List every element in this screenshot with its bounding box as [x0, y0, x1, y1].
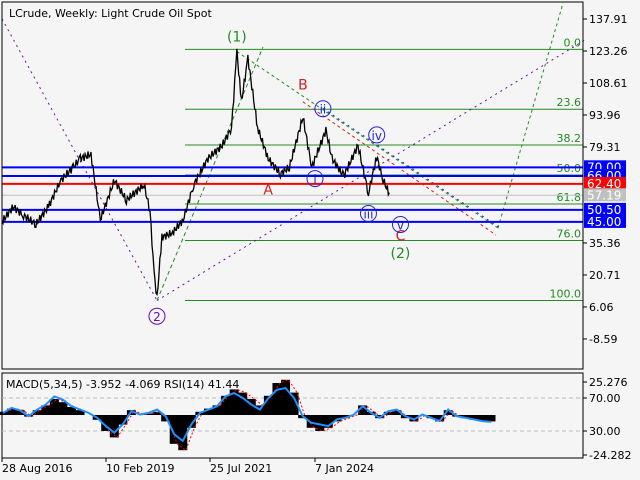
indicator-tick-label: 30.00 — [589, 425, 621, 438]
macd-histogram-bar — [358, 405, 368, 415]
y-tick-label: 137.91 — [589, 13, 628, 26]
macd-histogram-bar — [186, 415, 196, 428]
y-tick-label: 108.61 — [589, 77, 628, 90]
macd-histogram-bar — [32, 410, 42, 415]
macd-histogram-bar — [323, 415, 333, 428]
macd-histogram-bar — [238, 392, 248, 415]
macd-histogram-bar — [272, 383, 282, 415]
x-tick-label: 7 Jan 2024 — [315, 462, 374, 475]
price-level-label: 50.50 — [587, 203, 621, 217]
macd-histogram-bar — [383, 411, 393, 415]
macd-histogram-bar — [221, 395, 231, 415]
price-level-label: 57.19 — [587, 188, 621, 202]
y-tick-label: 93.96 — [589, 109, 621, 122]
macd-histogram-bar — [332, 415, 342, 422]
wave-circle — [359, 205, 377, 223]
macd-histogram-bar — [486, 415, 496, 422]
wave-label: i — [313, 173, 316, 187]
macd-histogram-bar — [409, 415, 419, 422]
wave-label: iii — [363, 208, 373, 222]
wave-label: ii — [320, 103, 327, 117]
x-tick-label: 28 Aug 2016 — [2, 462, 72, 475]
price-level-box — [584, 202, 626, 216]
wave-label: A — [263, 183, 273, 199]
wave-label: (1) — [227, 30, 247, 46]
macd-histogram-bar — [315, 415, 325, 431]
fib-label: 50.0 — [557, 162, 582, 175]
macd-histogram-bar — [15, 410, 25, 415]
y-tick-label: -8.59 — [589, 333, 617, 346]
wave-label: B — [298, 78, 308, 94]
macd-histogram-bar — [477, 415, 487, 422]
macd-histogram-bar — [75, 410, 85, 415]
wave-label: (2) — [391, 246, 411, 262]
wave-circle — [391, 215, 409, 233]
macd-histogram-bar — [49, 399, 59, 415]
macd-histogram-bar — [246, 399, 256, 415]
macd-histogram-bar — [306, 415, 316, 428]
x-tick-label: 10 Feb 2019 — [106, 462, 174, 475]
wave-circle — [148, 307, 166, 325]
macd-histogram-bar — [66, 407, 76, 415]
fib-label: 100.0 — [550, 288, 582, 301]
macd-histogram-bar — [109, 415, 119, 438]
fib-label: 76.0 — [557, 227, 582, 240]
wave-label: C — [396, 228, 406, 244]
macd-histogram-bar — [152, 411, 162, 415]
macd-histogram-bar — [169, 415, 179, 444]
y-tick-label: 123.26 — [589, 45, 628, 58]
wave-trendline — [236, 51, 499, 229]
chart-title: LCrude, Weekly: Light Crude Oil Spot — [9, 7, 212, 20]
price-level-label: 45.00 — [587, 215, 621, 229]
wave-circle — [306, 170, 324, 188]
indicator-tick-label: 70.00 — [589, 392, 621, 405]
fib-label: 23.6 — [557, 96, 582, 109]
macd-histogram-bar — [7, 408, 17, 415]
wave-trendline — [156, 46, 264, 301]
wave-circle — [368, 126, 386, 144]
wave-label: v — [397, 218, 404, 232]
macd-histogram-bar — [469, 415, 479, 420]
macd-histogram-bar — [289, 392, 299, 415]
indicator-frame — [1, 372, 584, 459]
main-frame — [1, 1, 584, 370]
fib-label: 38.2 — [557, 132, 582, 145]
wave-circle — [314, 100, 332, 118]
macd-histogram-bar — [144, 413, 154, 415]
macd-histogram-bar — [443, 410, 453, 415]
macd-histogram-bar — [263, 395, 273, 415]
macd-histogram-bar — [58, 402, 68, 415]
price-level-label: 62.40 — [587, 177, 621, 191]
macd-histogram-bar — [281, 379, 291, 415]
macd-histogram-bar — [178, 415, 188, 451]
macd-histogram-bar — [435, 415, 445, 422]
macd-histogram-bar — [118, 415, 128, 425]
macd-histogram-bar — [460, 415, 470, 419]
price-level-box — [584, 214, 626, 228]
rsi-line — [2, 387, 492, 443]
price-level-box — [584, 188, 626, 202]
fib-label: 61.8 — [557, 191, 582, 204]
y-tick-label: 6.06 — [589, 301, 614, 314]
indicator-tick-label: -24.282 — [589, 449, 631, 462]
macd-histogram-bar — [229, 389, 239, 415]
macd-histogram-bar — [101, 415, 111, 431]
macd-histogram-bar — [212, 405, 222, 415]
macd-histogram-bar — [41, 405, 51, 415]
y-tick-label: 35.36 — [589, 237, 621, 250]
fib-label: 0.0 — [564, 36, 582, 49]
macd-histogram-bar — [340, 415, 350, 419]
wave-label: iv — [371, 129, 381, 143]
x-tick-label: 25 Jul 2021 — [210, 462, 272, 475]
y-tick-label: 79.31 — [589, 141, 621, 154]
y-tick-label: 20.71 — [589, 269, 621, 282]
macd-histogram-bar — [392, 410, 402, 415]
wave-label: 2 — [153, 310, 161, 324]
price-level-box — [584, 176, 626, 190]
indicator-tick-label: 25.276 — [589, 376, 628, 389]
macd-histogram-bar — [203, 408, 213, 415]
indicator-title: MACD(5,34,5) -3.952 -4.069 RSI(14) 41.44 — [6, 378, 239, 391]
price-series-line — [1, 48, 390, 297]
